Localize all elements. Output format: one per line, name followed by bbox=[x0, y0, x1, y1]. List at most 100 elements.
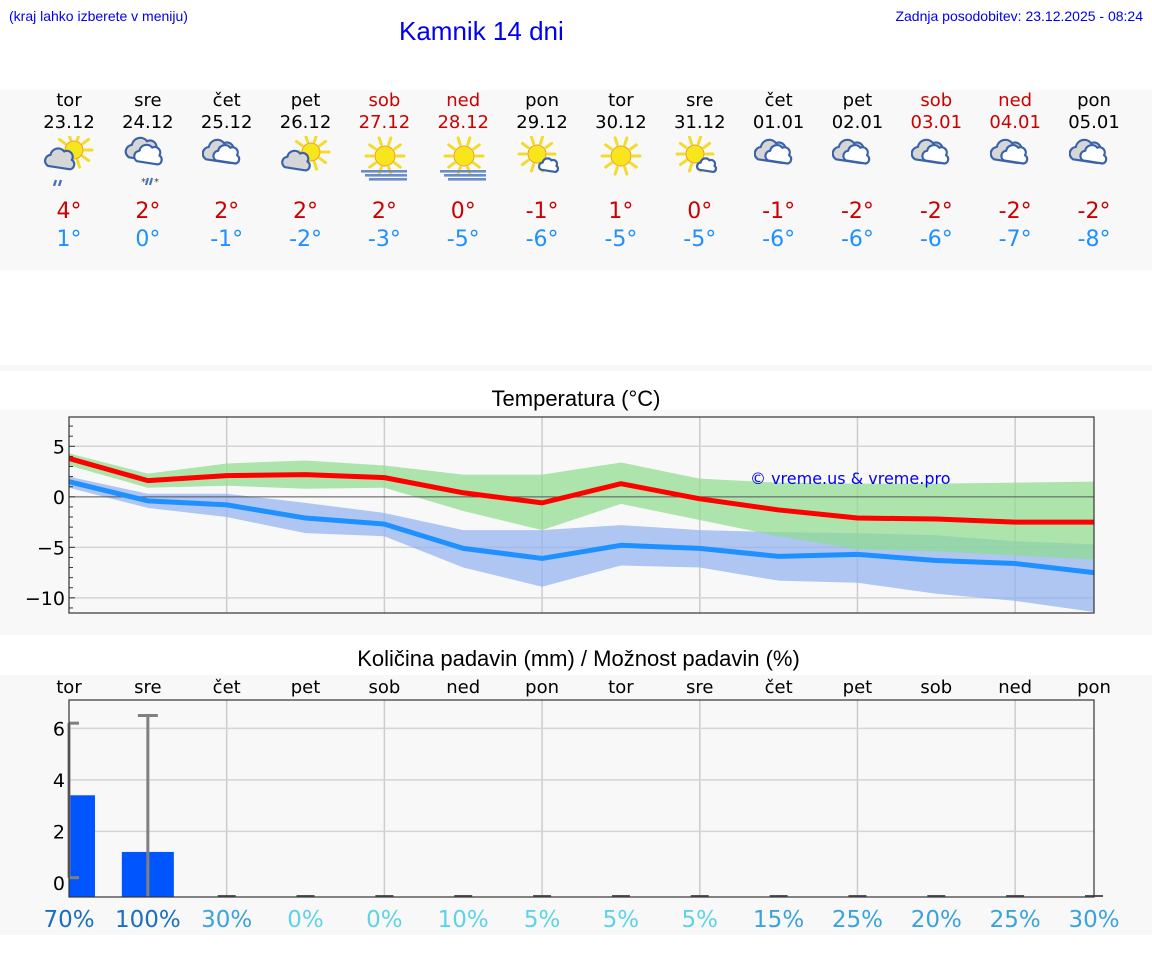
precip-day-label: sob bbox=[368, 677, 400, 698]
overcast-icon bbox=[832, 138, 871, 165]
last-updated: Zadnja posodobitev: 23.12.2025 - 08:24 bbox=[895, 8, 1143, 24]
min-temp: -2° bbox=[289, 227, 322, 252]
min-temp: -5° bbox=[683, 227, 717, 252]
min-temp: -5° bbox=[446, 227, 480, 252]
min-temp: -5° bbox=[604, 227, 638, 252]
min-temp: -3° bbox=[367, 227, 401, 252]
max-temp: 0° bbox=[450, 199, 476, 224]
precip-day-label: čet bbox=[213, 677, 241, 698]
precip-probability: 70% bbox=[43, 907, 94, 933]
day-date: 28.12 bbox=[437, 112, 489, 133]
location-menu-hint[interactable]: (kraj lahko izberete v meniju) bbox=[9, 8, 188, 24]
precip-day-label: sob bbox=[920, 677, 952, 698]
min-temp: -7° bbox=[998, 227, 1032, 252]
day-name: tor bbox=[56, 90, 82, 111]
max-temp: 1° bbox=[608, 199, 634, 224]
min-temp: 1° bbox=[56, 227, 82, 252]
min-temp: 0° bbox=[135, 227, 161, 252]
sun-cloud-rain-icon bbox=[44, 136, 94, 186]
precip-probability: 25% bbox=[832, 907, 883, 933]
precip-day-label: ned bbox=[998, 677, 1032, 698]
max-temp: 2° bbox=[371, 199, 397, 224]
max-temp: 0° bbox=[687, 199, 713, 224]
day-date: 29.12 bbox=[516, 112, 568, 133]
day-date: 23.12 bbox=[43, 112, 95, 133]
day-date: 05.01 bbox=[1068, 112, 1120, 133]
precip-probability: 25% bbox=[990, 907, 1041, 933]
sun-fog-icon bbox=[440, 136, 487, 181]
precip-day-label: sre bbox=[686, 677, 713, 698]
day-date: 04.01 bbox=[989, 112, 1041, 133]
overcast-icon bbox=[753, 138, 792, 165]
min-temp: -6° bbox=[762, 227, 796, 252]
day-name: sob bbox=[368, 90, 401, 111]
min-temp: -6° bbox=[919, 227, 953, 252]
overcast-icon bbox=[1069, 138, 1108, 165]
sun-cloud-icon bbox=[280, 136, 331, 172]
day-name: čet bbox=[764, 90, 793, 111]
precip-probability: 15% bbox=[753, 907, 804, 933]
copyright-annotation: © vreme.us & vreme.pro bbox=[750, 469, 951, 488]
precip-day-label: čet bbox=[765, 677, 793, 698]
day-date: 02.01 bbox=[831, 112, 884, 133]
precip-day-label: tor bbox=[608, 677, 634, 698]
max-temp: 2° bbox=[214, 199, 240, 224]
max-temp: 2° bbox=[135, 199, 161, 224]
day-name: pet bbox=[842, 90, 873, 111]
precip-day-label: sre bbox=[134, 677, 161, 698]
precipitation-chart-title: Količina padavin (mm) / Možnost padavin … bbox=[357, 646, 800, 671]
temperature-chart-title: Temperatura (°C) bbox=[491, 386, 661, 411]
day-name: tor bbox=[608, 90, 634, 111]
svg-text:0: 0 bbox=[53, 873, 65, 895]
max-temp: -2° bbox=[919, 199, 953, 224]
precip-day-label: tor bbox=[56, 677, 82, 698]
precip-day-label: pon bbox=[525, 677, 559, 698]
overcast-icon bbox=[911, 138, 950, 165]
separator bbox=[0, 365, 1152, 371]
day-name: čet bbox=[212, 90, 241, 111]
sun-icon bbox=[600, 136, 642, 176]
temperature-chart: 5 0 −5 −10 © vreme.us & vreme.pro bbox=[25, 416, 1095, 614]
svg-text:5: 5 bbox=[53, 436, 65, 458]
overcast-icon bbox=[201, 138, 240, 165]
svg-text:*: * bbox=[141, 177, 146, 186]
svg-text:−5: −5 bbox=[37, 537, 65, 559]
overcast-icon bbox=[990, 138, 1029, 165]
min-temp: -8° bbox=[1077, 227, 1111, 252]
day-name: sre bbox=[686, 90, 714, 111]
precip-probability: 100% bbox=[115, 907, 181, 933]
day-name: sre bbox=[134, 90, 162, 111]
svg-text:0: 0 bbox=[53, 487, 65, 509]
max-temp: -2° bbox=[840, 199, 874, 224]
day-name: sob bbox=[920, 90, 953, 111]
sun-small-cloud-icon bbox=[517, 136, 560, 173]
min-temp: -6° bbox=[525, 227, 559, 252]
day-date: 27.12 bbox=[358, 112, 411, 133]
svg-text:*: * bbox=[154, 177, 159, 186]
svg-text:−10: −10 bbox=[25, 588, 65, 610]
precip-probability: 30% bbox=[201, 907, 252, 933]
max-temp: -1° bbox=[762, 199, 796, 224]
sun-small-cloud-icon bbox=[675, 136, 717, 173]
min-temp: -6° bbox=[840, 227, 874, 252]
day-date: 03.01 bbox=[910, 112, 963, 133]
day-name: pon bbox=[1077, 90, 1111, 111]
precip-probability: 0% bbox=[366, 907, 403, 933]
precip-probability: 20% bbox=[911, 907, 962, 933]
day-date: 01.01 bbox=[752, 112, 805, 133]
sun-fog-icon bbox=[361, 136, 408, 181]
max-temp: 4° bbox=[56, 199, 82, 224]
day-name: pet bbox=[290, 90, 321, 111]
day-date: 26.12 bbox=[279, 112, 332, 133]
precip-probability: 30% bbox=[1068, 907, 1119, 933]
precip-probability: 5% bbox=[603, 907, 640, 933]
precip-day-label: ned bbox=[446, 677, 480, 698]
day-date: 24.12 bbox=[122, 112, 174, 133]
day-date: 30.12 bbox=[595, 112, 647, 133]
precipitation-chart: tor sre čet pet sob ned pon tor sre čet pet sob ned p… bbox=[43, 677, 1119, 933]
svg-text:6: 6 bbox=[53, 718, 65, 740]
max-temp: -1° bbox=[525, 199, 559, 224]
precip-probability: 10% bbox=[438, 907, 489, 933]
svg-text:4: 4 bbox=[53, 770, 65, 792]
clouds-sleet-icon: * * bbox=[124, 136, 163, 186]
